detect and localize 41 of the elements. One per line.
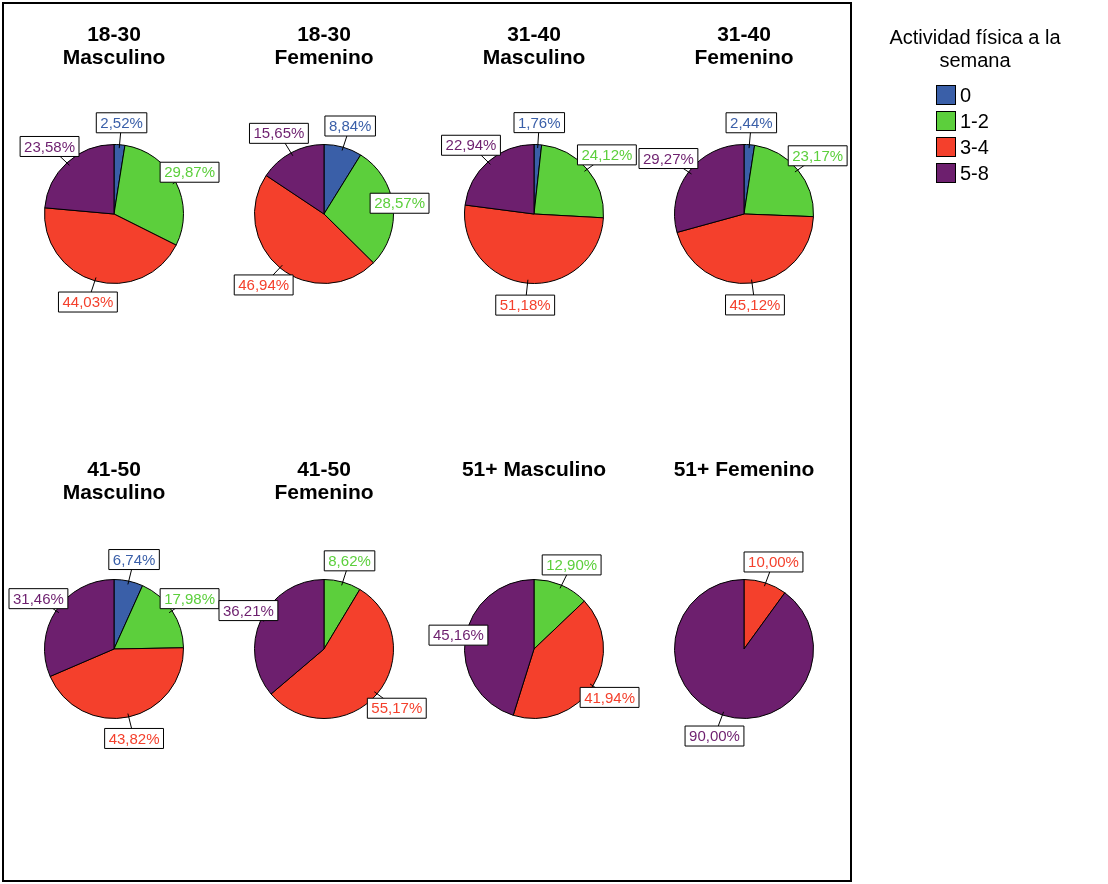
- legend-label: 0: [960, 83, 972, 107]
- data-label: 55,17%: [371, 699, 423, 717]
- data-label: 17,98%: [164, 589, 215, 607]
- data-label: 45,12%: [729, 296, 781, 314]
- legend-label: 3-4: [960, 135, 989, 159]
- chart-title: 41-50 Femenino: [273, 457, 375, 503]
- data-label: 24,12%: [581, 146, 633, 164]
- data-label: 15,65%: [253, 124, 305, 142]
- chart-title: 18-30 Masculino: [61, 22, 167, 68]
- data-label: 31,46%: [13, 589, 64, 607]
- data-label: 22,94%: [445, 136, 497, 154]
- data-label: 28,57%: [374, 194, 425, 212]
- data-label: 44,03%: [62, 293, 114, 311]
- data-label: 46,94%: [238, 276, 290, 294]
- data-label: 10,00%: [748, 553, 799, 571]
- chart-title: 51+ Femenino: [672, 457, 816, 480]
- chart-title: 51+ Masculino: [460, 457, 608, 480]
- chart-title: 41-50 Masculino: [61, 457, 167, 503]
- data-label: 90,00%: [689, 727, 740, 745]
- data-label: 1,76%: [518, 113, 561, 131]
- data-label: 29,27%: [643, 149, 694, 167]
- data-label: 23,17%: [792, 146, 844, 164]
- data-label: 29,87%: [164, 163, 215, 181]
- data-label: 2,52%: [100, 113, 143, 131]
- data-label: 6,74%: [112, 550, 156, 568]
- legend-title: Actividad física a la semana: [888, 26, 1062, 72]
- chart-title: 31-40 Femenino: [693, 22, 795, 68]
- chart-title: 18-30 Femenino: [273, 22, 375, 68]
- data-label: 23,58%: [24, 137, 75, 155]
- data-label: 51,18%: [499, 296, 551, 314]
- data-label: 43,82%: [108, 729, 160, 747]
- data-label: 2,44%: [730, 113, 773, 131]
- data-label: 12,90%: [546, 556, 598, 574]
- chart-title: 31-40 Masculino: [481, 22, 587, 68]
- legend-label: 1-2: [960, 109, 989, 133]
- data-label: 8,84%: [328, 117, 372, 135]
- data-label: 41,94%: [584, 688, 635, 706]
- data-label: 8,62%: [328, 551, 371, 569]
- legend-label: 5-8: [960, 161, 989, 185]
- data-label: 45,16%: [433, 626, 484, 644]
- data-label: 36,21%: [223, 601, 274, 619]
